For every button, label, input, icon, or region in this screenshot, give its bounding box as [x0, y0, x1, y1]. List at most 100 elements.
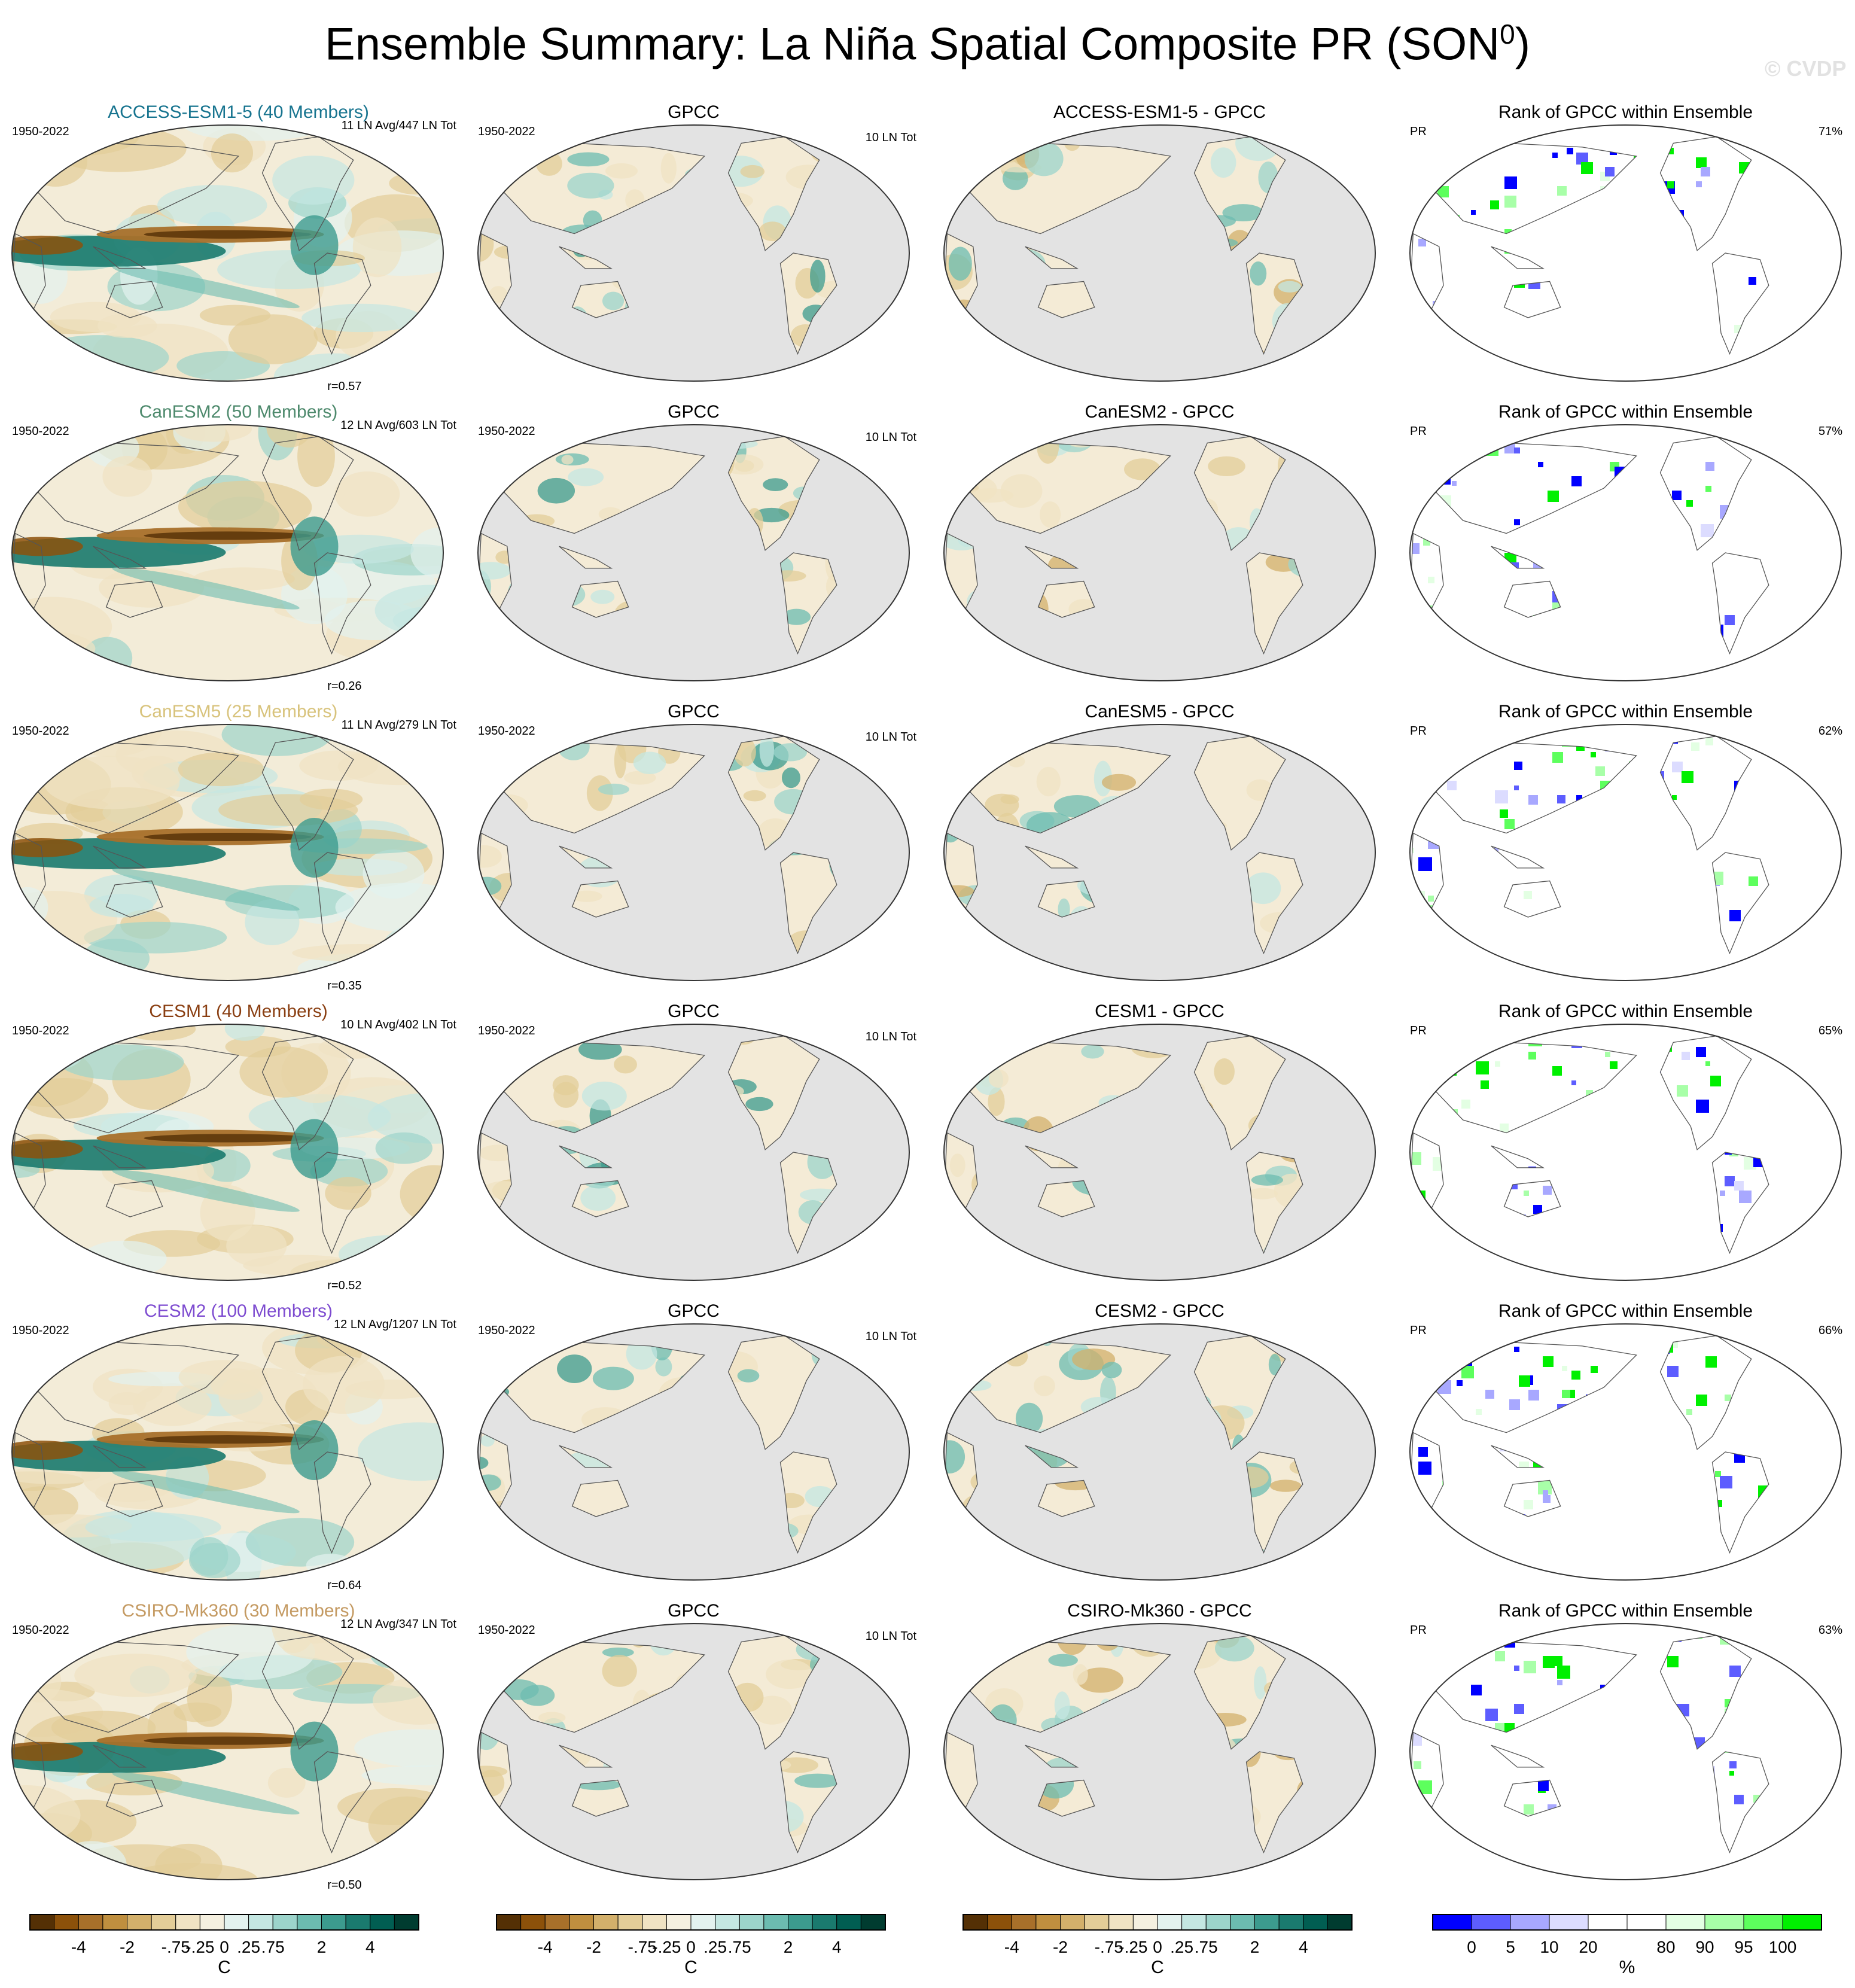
colorbar-swatch	[987, 1914, 1012, 1931]
colorbar-swatch	[321, 1914, 346, 1931]
colorbar-swatch	[520, 1914, 546, 1931]
colorbar-swatch	[1108, 1914, 1134, 1931]
diff-map	[943, 1323, 1376, 1581]
ln-count-label: 10 LN Tot	[865, 1330, 916, 1343]
colorbar-swatch	[102, 1914, 127, 1931]
colorbar-unit-label: C	[684, 1957, 697, 1977]
rank-percent-label: 63%	[1818, 1624, 1842, 1637]
model-map	[11, 424, 444, 681]
colorbar-swatch	[860, 1914, 886, 1931]
colorbar-tick-label: .25	[703, 1938, 727, 1956]
diff-map	[943, 1623, 1376, 1880]
ln-count-label: 12 LN Avg/1207 LN Tot	[334, 1318, 456, 1331]
period-label: 1950-2022	[478, 1324, 535, 1337]
rank-map	[1409, 724, 1842, 981]
colorbar-swatch	[29, 1914, 55, 1931]
rank-map	[1409, 1623, 1842, 1880]
ln-count-label: 12 LN Avg/347 LN Tot	[340, 1618, 456, 1631]
colorbar-swatch	[812, 1914, 837, 1931]
colorbar-swatch	[1626, 1914, 1667, 1931]
ln-count-label: 10 LN Tot	[865, 131, 916, 144]
colorbar-swatch	[1303, 1914, 1328, 1931]
ln-count-label: 10 LN Tot	[865, 730, 916, 744]
colorbar-swatch	[739, 1914, 764, 1931]
colorbar-swatch	[1471, 1914, 1511, 1931]
colorbar-swatch	[1743, 1914, 1783, 1931]
difference-panel-title: CanESM2 - GPCC	[1085, 402, 1235, 422]
rank-panel-title: Rank of GPCC within Ensemble	[1498, 702, 1753, 721]
obs-panel-title: GPCC	[668, 1001, 720, 1021]
colorbar-tick-label: -.75	[1095, 1938, 1123, 1956]
colorbar-tick-label: 0	[1153, 1938, 1162, 1956]
colorbar-swatch	[1084, 1914, 1110, 1931]
rank-map	[1409, 124, 1842, 382]
obs-map	[477, 1024, 910, 1281]
colorbar-swatch	[78, 1914, 103, 1931]
colorbar-swatch	[1254, 1914, 1280, 1931]
difference-panel-title: CSIRO-Mk360 - GPCC	[1067, 1601, 1252, 1621]
colorbar-tick-label: -2	[586, 1938, 601, 1956]
colorbar-tick-label: 10	[1540, 1938, 1558, 1956]
model-panel-title: CanESM5 (25 Members)	[139, 702, 338, 721]
period-label: 1950-2022	[478, 425, 535, 438]
diff-map	[943, 424, 1376, 681]
obs-map	[477, 1623, 910, 1880]
colorbar-swatch	[1132, 1914, 1158, 1931]
colorbar-swatch	[248, 1914, 273, 1931]
colorbar-swatch	[593, 1914, 619, 1931]
colorbar-tick-label: 2	[784, 1938, 793, 1956]
pattern-correlation-label: r=0.57	[327, 380, 362, 393]
rank-map	[1409, 1024, 1842, 1281]
rank-percent-label: 71%	[1818, 125, 1842, 138]
colorbar-swatch	[199, 1914, 225, 1931]
model-map	[11, 1323, 444, 1581]
colorbar-tick-label: 5	[1506, 1938, 1515, 1956]
watermark: © CVDP	[1765, 56, 1847, 81]
ln-count-label: 10 LN Tot	[865, 1630, 916, 1643]
colorbar-swatch	[763, 1914, 788, 1931]
ln-count-label: 11 LN Avg/279 LN Tot	[341, 719, 456, 732]
rank-percent-label: 65%	[1818, 1024, 1842, 1037]
colorbar-swatch	[1327, 1914, 1353, 1931]
colorbar-swatch	[54, 1914, 79, 1931]
rank-percent-label: 62%	[1818, 724, 1842, 738]
pattern-correlation-label: r=0.52	[327, 1279, 362, 1292]
rank-variable-label: PR	[1410, 724, 1427, 738]
obs-map	[477, 1323, 910, 1581]
colorbar-swatch	[272, 1914, 298, 1931]
colorbar-tick-label: 0	[686, 1938, 696, 1956]
rank-panel-title: Rank of GPCC within Ensemble	[1498, 1601, 1753, 1621]
pattern-correlation-label: r=0.64	[327, 1579, 362, 1592]
colorbar-swatch	[151, 1914, 176, 1931]
colorbar-tick-label: 80	[1656, 1938, 1675, 1956]
colorbar-swatch	[962, 1914, 988, 1931]
ln-count-label: 10 LN Avg/402 LN Tot	[340, 1018, 456, 1031]
colorbar-swatch	[345, 1914, 371, 1931]
colorbar-swatch	[496, 1914, 522, 1931]
colorbar-swatch	[370, 1914, 395, 1931]
colorbar-tick-label: -4	[538, 1938, 553, 1956]
colorbar-tick-label: .25	[1170, 1938, 1193, 1956]
colorbar-tick-label: 0	[220, 1938, 229, 1956]
period-label: 1950-2022	[478, 125, 535, 138]
period-label: 1950-2022	[12, 125, 69, 138]
model-map	[11, 1623, 444, 1880]
colorbar-swatch	[788, 1914, 813, 1931]
difference-panel-title: CESM1 - GPCC	[1095, 1001, 1225, 1021]
diff-map	[943, 124, 1376, 382]
rank-percent-label: 57%	[1818, 425, 1842, 438]
difference-panel-title: CanESM5 - GPCC	[1085, 702, 1235, 721]
model-panel-title: CanESM2 (50 Members)	[139, 402, 338, 422]
model-panel-title: ACCESS-ESM1-5 (40 Members)	[108, 102, 369, 122]
colorbar-unit-label: %	[1619, 1957, 1635, 1977]
colorbar-tick-label: .75	[261, 1938, 285, 1956]
colorbar-swatch	[1230, 1914, 1255, 1931]
colorbar-tick-label: 95	[1734, 1938, 1753, 1956]
colorbar-swatch	[175, 1914, 200, 1931]
colorbar-swatch	[690, 1914, 716, 1931]
colorbar-swatch	[1510, 1914, 1550, 1931]
colorbar-swatch	[1157, 1914, 1183, 1931]
model-map	[11, 724, 444, 981]
difference-panel-title: CESM2 - GPCC	[1095, 1301, 1225, 1321]
period-label: 1950-2022	[478, 1024, 535, 1037]
